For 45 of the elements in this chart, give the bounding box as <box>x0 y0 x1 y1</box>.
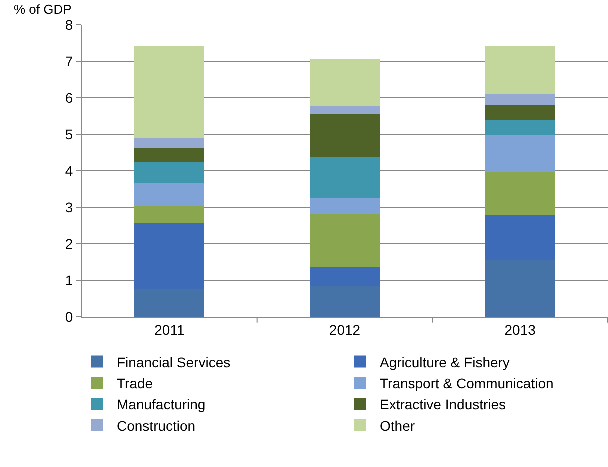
bar <box>134 290 205 317</box>
bar <box>310 157 380 199</box>
x-tick-label: 2013 <box>504 322 536 338</box>
y-tick-label: 7 <box>65 53 74 70</box>
y-tick-label: 5 <box>65 126 74 142</box>
bar <box>485 172 556 216</box>
bar <box>485 94 556 105</box>
x-tick-label: 2011 <box>154 322 185 338</box>
bar <box>310 198 380 214</box>
bar <box>485 260 556 317</box>
bar <box>485 215 556 260</box>
bar <box>485 134 556 172</box>
bar <box>310 286 380 317</box>
y-tick-label: 8 <box>65 16 74 33</box>
bar <box>310 106 380 114</box>
legend-label: Other <box>380 418 416 434</box>
x-tick-label: 2012 <box>329 322 361 338</box>
bar <box>310 214 380 267</box>
legend-label: Extractive Industries <box>380 396 506 413</box>
bar <box>134 183 205 206</box>
legend-label: Financial Services <box>117 354 231 370</box>
y-tick-label: 3 <box>65 199 74 216</box>
bar <box>134 223 205 290</box>
y-tick-label: 2 <box>65 236 74 252</box>
bar <box>134 46 205 138</box>
bar <box>134 138 205 148</box>
y-axis-title: % of GDP <box>14 2 72 17</box>
legend-label: Transport & Communication <box>380 375 554 392</box>
y-tick-label: 4 <box>65 162 74 179</box>
legend-label: Manufacturing <box>117 396 206 413</box>
bar <box>310 58 380 106</box>
legend-label: Trade <box>117 375 154 392</box>
y-tick-label: 1 <box>65 272 74 288</box>
bar <box>134 148 205 163</box>
bar <box>310 114 380 158</box>
y-tick-label: 0 <box>65 308 74 325</box>
bar <box>310 267 380 287</box>
legend-label: Agriculture & Fishery <box>380 354 510 370</box>
bar <box>485 46 556 95</box>
bar <box>134 162 205 184</box>
bar <box>485 104 556 120</box>
legend-label: Construction <box>117 418 196 434</box>
bar <box>485 120 556 135</box>
y-tick-label: 6 <box>65 90 74 106</box>
bar <box>134 206 205 224</box>
